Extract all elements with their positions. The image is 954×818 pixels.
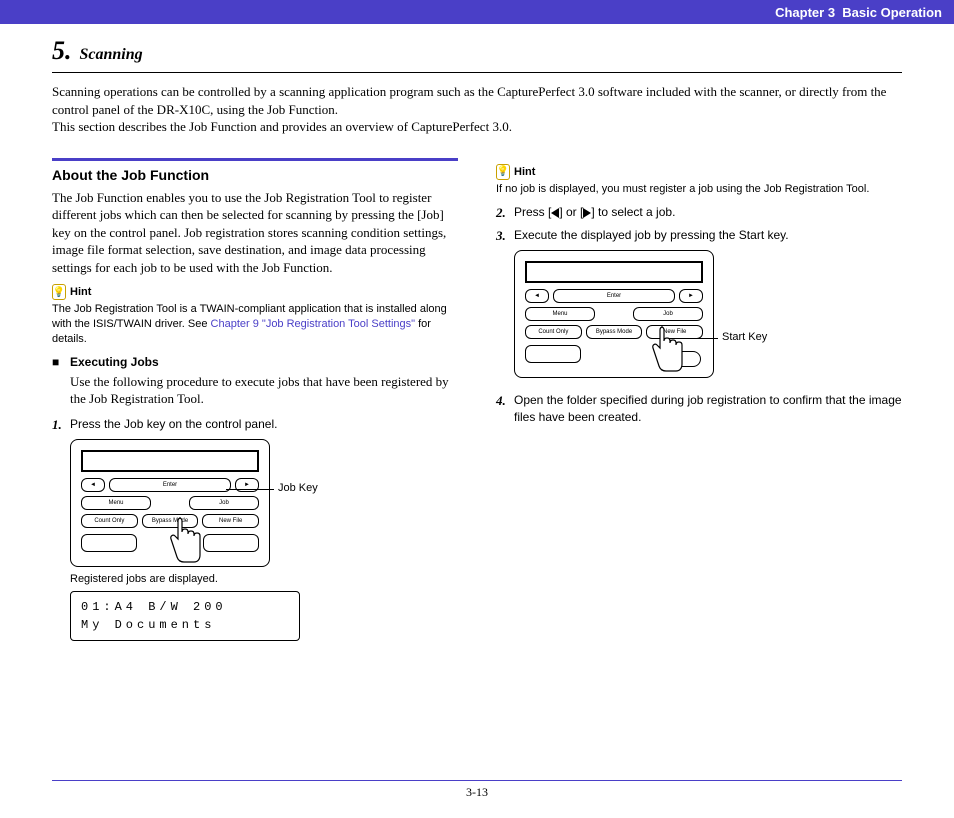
left-column: About the Job Function The Job Function … [52, 158, 458, 641]
hint-link[interactable]: Chapter 9 "Job Registration Tool Setting… [211, 318, 416, 330]
lcd-display: 01:A4 B/W 200 My Documents [70, 591, 300, 641]
start-btn [203, 534, 259, 552]
executing-jobs-heading: Executing Jobs [70, 355, 458, 369]
section-name: Scanning [80, 46, 143, 63]
section-title: 5. Scanning [52, 36, 902, 73]
about-body: The Job Function enables you to use the … [52, 189, 458, 277]
enter-btn: Enter [109, 478, 231, 492]
lcd-screen [81, 450, 259, 472]
lcd-screen-2 [525, 261, 703, 283]
hand-icon [163, 516, 207, 568]
control-panel-diagram: ◄ Enter ► Menu Job Count Only Bypass Mod… [70, 439, 270, 567]
step-3: 3. Execute the displayed job by pressing… [514, 227, 902, 244]
hint-row-2: 💡 Hint [496, 164, 902, 180]
about-heading: About the Job Function [52, 167, 458, 183]
menu-btn: Menu [81, 496, 151, 510]
newfile-btn: New File [202, 514, 259, 528]
executing-jobs-body: Use the following procedure to execute j… [70, 373, 458, 408]
start-key-callout: Start Key [722, 331, 767, 343]
step-4: 4. Open the folder specified during job … [514, 392, 902, 426]
page-number: 3-13 [466, 785, 488, 799]
chapter-header: Chapter 3 Basic Operation [0, 0, 954, 24]
panel-figure-1: ◄ Enter ► Menu Job Count Only Bypass Mod… [70, 439, 458, 567]
section-number: 5. [52, 36, 72, 65]
step-1: 1. Press the Job key on the control pane… [70, 416, 458, 433]
right-column: 💡 Hint If no job is displayed, you must … [496, 158, 902, 641]
registered-caption: Registered jobs are displayed. [70, 573, 458, 585]
hint-icon: 💡 [496, 164, 510, 180]
hint-label: Hint [70, 286, 91, 298]
heading-rule [52, 158, 458, 161]
chapter-title: Basic Operation [842, 5, 942, 20]
count-btn: Count Only [81, 514, 138, 528]
hint-text-2: If no job is displayed, you must registe… [496, 182, 902, 197]
hint-text: The Job Registration Tool is a TWAIN-com… [52, 302, 458, 347]
job-btn: Job [189, 496, 259, 510]
chapter-number: Chapter 3 [775, 5, 835, 20]
hint-icon: 💡 [52, 284, 66, 300]
hand-icon-2 [645, 325, 689, 377]
control-panel-diagram-2: ◄ Enter ► Menu Job Count Only Bypass Mod… [514, 250, 714, 378]
intro-text: Scanning operations can be controlled by… [52, 83, 902, 136]
hint-row: 💡 Hint [52, 284, 458, 300]
hint-label-2: Hint [514, 166, 535, 178]
page-footer: 3-13 [52, 780, 902, 800]
left-arrow-btn: ◄ [81, 478, 105, 492]
stop-btn [81, 534, 137, 552]
panel-figure-2: ◄ Enter ► Menu Job Count Only Bypass Mod… [514, 250, 902, 378]
job-key-callout: Job Key [278, 482, 318, 494]
step-2: 2. Press [] or [] to select a job. [514, 204, 902, 221]
